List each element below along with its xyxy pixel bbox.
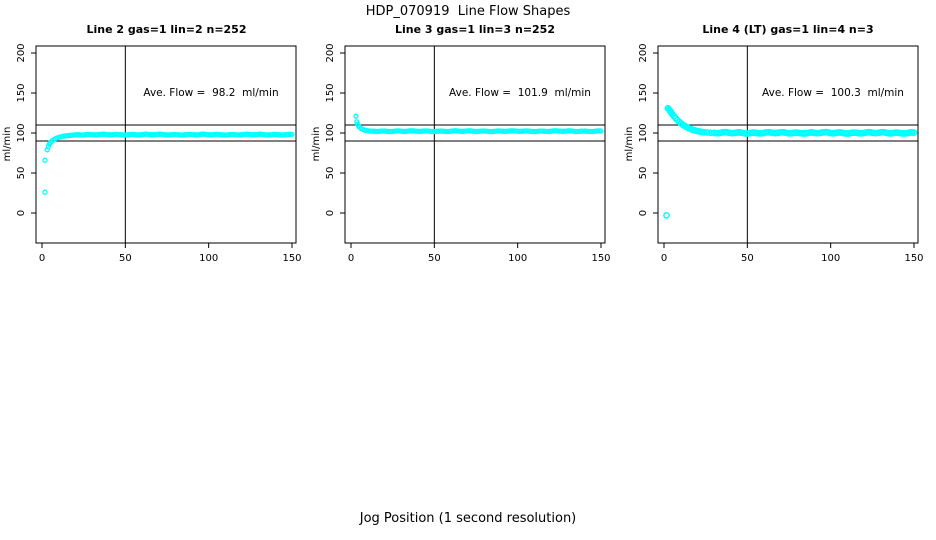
x-tick-label: 100 xyxy=(821,253,840,264)
plot-box xyxy=(35,45,297,244)
x-tick-label: 50 xyxy=(741,253,754,264)
y-tick-label: 50 xyxy=(16,167,27,180)
y-tick-label: 200 xyxy=(16,43,27,62)
data-point xyxy=(42,189,48,195)
ave-flow-annotation: Ave. Flow = 100.3 ml/min xyxy=(762,87,904,99)
y-axis-unit-label: ml/min xyxy=(624,127,635,162)
data-point xyxy=(663,212,670,219)
y-tick-label: 50 xyxy=(325,167,336,180)
y-tick-label: 150 xyxy=(16,83,27,102)
x-tick-label: 100 xyxy=(199,253,218,264)
y-axis-unit-label: ml/min xyxy=(311,127,322,162)
y-tick-label: 150 xyxy=(638,83,649,102)
plot-panel-line4: 0 50 100 150 0 50 100 150 200 ml/min Ave. Flow = 1… xyxy=(624,43,924,264)
y-tick-label: 0 xyxy=(325,210,336,216)
data-point xyxy=(289,131,295,138)
y-tick-label: 0 xyxy=(638,210,649,216)
plot-box xyxy=(344,45,606,244)
y-tick-label: 100 xyxy=(16,123,27,142)
x-tick-label: 50 xyxy=(119,253,132,264)
y-tick-label: 0 xyxy=(16,210,27,216)
ave-flow-annotation: Ave. Flow = 98.2 ml/min xyxy=(143,87,278,99)
y-tick-label: 50 xyxy=(638,167,649,180)
panel-title-line4: Line 4 (LT) gas=1 lin=4 n=3 xyxy=(702,23,874,36)
plot-panel-line2: 0 50 100 150 0 50 100 150 200 ml/min Ave. Flow = 9… xyxy=(2,43,302,264)
x-tick-label: 150 xyxy=(591,253,610,264)
x-tick-label: 150 xyxy=(282,253,301,264)
x-tick-label: 100 xyxy=(508,253,527,264)
x-tick-label: 0 xyxy=(661,253,667,264)
data-point xyxy=(703,129,711,136)
y-axis-unit-label: ml/min xyxy=(2,127,13,162)
x-axis-label: Jog Position (1 second resolution) xyxy=(359,511,577,526)
x-tick-label: 0 xyxy=(39,253,45,264)
data-point xyxy=(598,128,604,134)
main-title: HDP_070919 Line Flow Shapes xyxy=(365,4,571,19)
y-tick-label: 150 xyxy=(325,83,336,102)
y-tick-label: 200 xyxy=(325,43,336,62)
x-tick-label: 150 xyxy=(904,253,923,264)
panel-title-line3: Line 3 gas=1 lin=3 n=252 xyxy=(394,23,555,36)
plot-box xyxy=(657,45,919,244)
y-tick-label: 100 xyxy=(638,123,649,142)
y-tick-label: 100 xyxy=(325,123,336,142)
panel-title-line2: Line 2 gas=1 lin=2 n=252 xyxy=(86,23,247,36)
data-point xyxy=(700,128,708,136)
ave-flow-annotation: Ave. Flow = 101.9 ml/min xyxy=(449,87,591,99)
y-tick-label: 200 xyxy=(638,43,649,62)
x-tick-label: 0 xyxy=(348,253,354,264)
data-point xyxy=(910,129,918,136)
x-tick-label: 50 xyxy=(428,253,441,264)
data-point xyxy=(353,113,359,119)
plot-panel-line3: 0 50 100 150 0 50 100 150 200 ml/min Ave. Flow = 1… xyxy=(311,43,611,264)
data-point xyxy=(42,157,48,163)
